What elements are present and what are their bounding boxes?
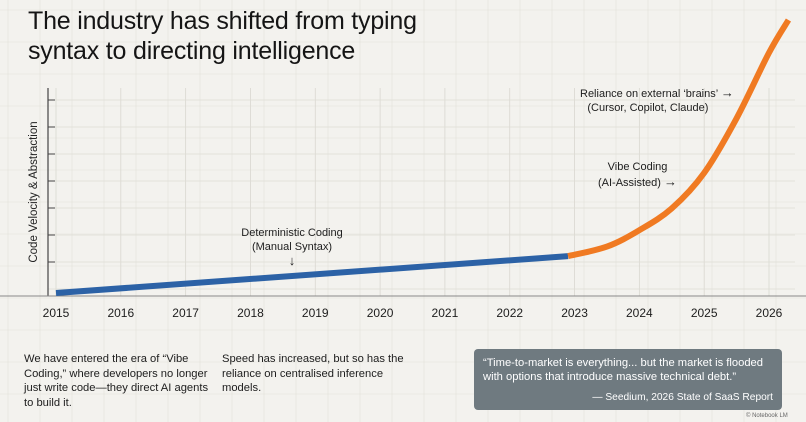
annotation-brains-line-1: Reliance on external ‘brains’ bbox=[580, 88, 718, 100]
y-axis-label: Code Velocity & Abstraction bbox=[28, 121, 40, 263]
x-tick-label-2015: 2015 bbox=[43, 306, 70, 320]
x-tick-label-2022: 2022 bbox=[496, 306, 523, 320]
annotation-brains-line-2: (Cursor, Copilot, Claude) bbox=[587, 101, 709, 114]
x-tick-label-2021: 2021 bbox=[432, 306, 459, 320]
annotation-vibe-line-2-row: (AI-Assisted) → bbox=[598, 173, 678, 191]
fineprint-credit: © Notebook LM bbox=[746, 413, 788, 419]
annotation-deterministic-line-2: (Manual Syntax) bbox=[251, 240, 333, 253]
x-tick-label-2024: 2024 bbox=[626, 306, 653, 320]
line-chart: 2015 2016 2017 2018 2019 2020 2021 2022 2023 2024… bbox=[0, 18, 806, 320]
note-vibe-coding-era: We have entered the era of “Vibe Coding,… bbox=[24, 353, 209, 409]
title-line-1: The industry has shifted from typing bbox=[28, 7, 417, 35]
annotation-vibe-line-1: Vibe Coding bbox=[607, 161, 668, 173]
x-tick-label-2017: 2017 bbox=[172, 306, 199, 320]
right-arrow-icon: → bbox=[664, 173, 678, 189]
quote-text: “Time-to-market is everything... but the… bbox=[483, 357, 763, 383]
annotation-vibe-line-2: (AI-Assisted) bbox=[598, 176, 661, 189]
down-arrow-icon: ↓ bbox=[288, 253, 296, 268]
note-speed-reliance: Speed has increased, but so has the reli… bbox=[222, 353, 404, 394]
series-line-ai-assisted bbox=[567, 18, 792, 260]
annotation-external-brains: Reliance on external ‘brains’ → (Cursor,… bbox=[580, 86, 734, 115]
x-tick-label-2020: 2020 bbox=[367, 306, 394, 320]
quote-attribution: — Seedium, 2026 State of SaaS Report bbox=[592, 392, 773, 403]
x-tick-label-2018: 2018 bbox=[237, 306, 264, 320]
right-arrow-icon: → bbox=[720, 85, 734, 100]
x-tick-label-2025: 2025 bbox=[691, 306, 718, 320]
annotation-brains-line-1-row: Reliance on external ‘brains’ → bbox=[580, 86, 734, 102]
series-line-deterministic-coding bbox=[55, 253, 569, 296]
x-tick-label-2026: 2026 bbox=[756, 306, 783, 320]
annotation-deterministic-line-1: Deterministic Coding bbox=[241, 227, 343, 239]
annotation-deterministic-coding: Deterministic Coding (Manual Syntax) ↓ bbox=[241, 227, 342, 268]
annotation-vibe-coding: Vibe Coding (AI-Assisted) → bbox=[598, 161, 677, 190]
x-tick-label-2016: 2016 bbox=[107, 306, 134, 320]
title-line-2: syntax to directing intelligence bbox=[28, 37, 356, 65]
x-tick-label-2019: 2019 bbox=[302, 306, 329, 320]
x-tick-label-2023: 2023 bbox=[561, 306, 588, 320]
page-title: The industry has shifted from typing syn… bbox=[28, 6, 588, 66]
quote-box: “Time-to-market is everything... but the… bbox=[474, 349, 782, 410]
